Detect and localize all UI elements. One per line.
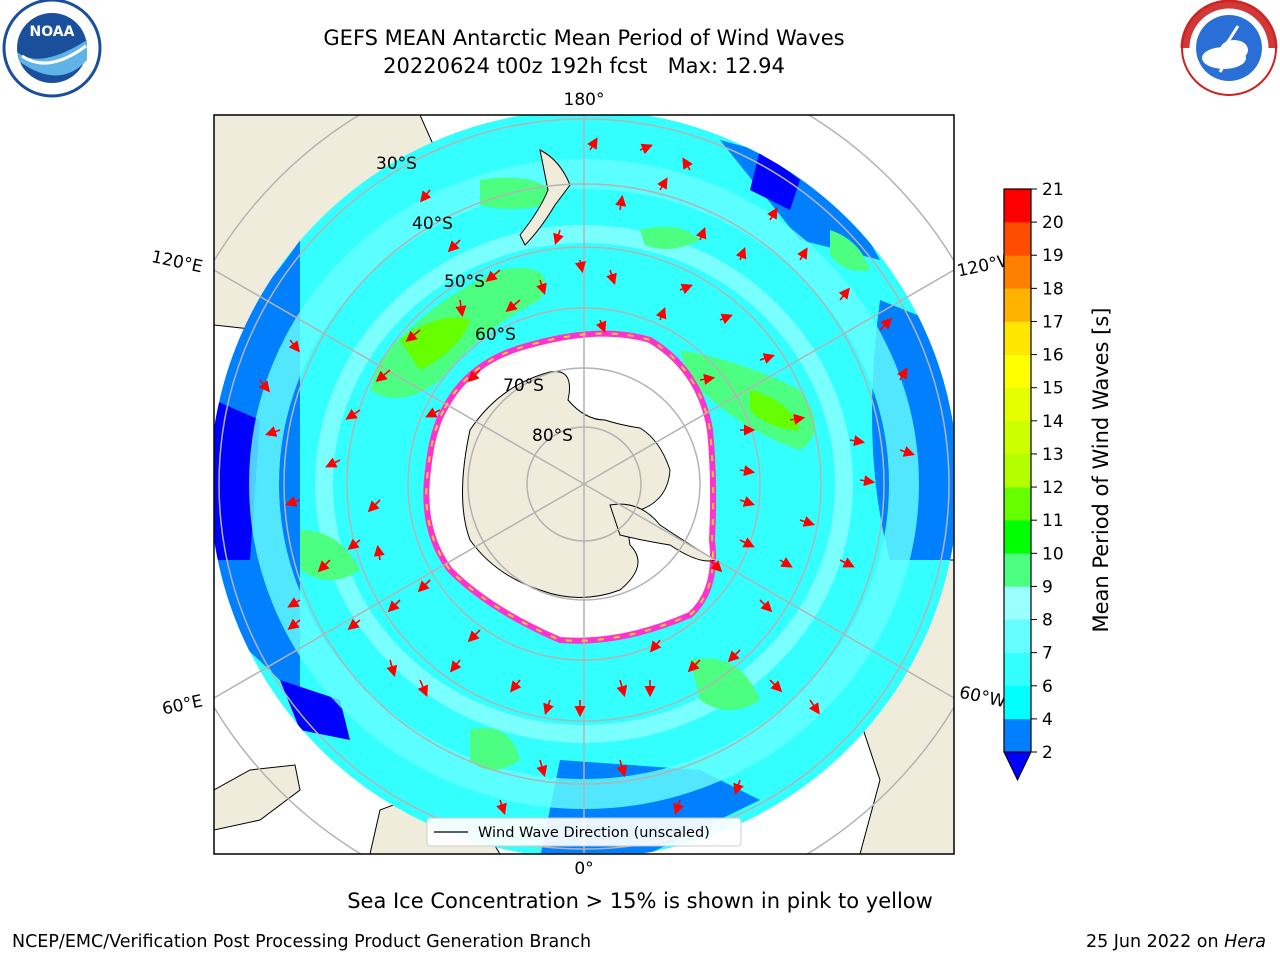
colorbar-block: [1004, 652, 1031, 687]
colorbar-tick-label: 20: [1042, 213, 1064, 233]
colorbar-tick-label: 9: [1042, 577, 1053, 597]
colorbar-tick-label: 13: [1042, 445, 1064, 465]
colorbar-tick-label: 11: [1042, 511, 1064, 531]
lat-label-60s: 60°S: [475, 325, 516, 345]
colorbar-block: [1004, 288, 1031, 322]
colorbar-tick-label: 12: [1042, 478, 1064, 498]
chart-subtitle: 20220624 t00z 192h fcst Max: 12.94: [383, 54, 785, 78]
colorbar-tick-label: 14: [1042, 412, 1064, 432]
colorbar-tick-label: 10: [1042, 544, 1064, 564]
noaa-logo-icon: NOAA: [2, 0, 102, 98]
colorbar-block: [1004, 685, 1031, 720]
lon-label-120e: 120°E: [150, 247, 205, 277]
colorbar-extend-arrow: [1003, 751, 1032, 782]
colorbar-block: [1004, 321, 1031, 355]
colorbar-tick-label: 8: [1042, 611, 1053, 631]
colorbar-block: [1004, 586, 1031, 620]
lat-label-50s: 50°S: [444, 272, 485, 292]
colorbar-tick-label: 19: [1042, 246, 1064, 266]
wind-wave-arrows: [258, 137, 916, 816]
colorbar-ticks: 2 4 6 7 8 9 10 11 12 13 14 15 16 17 18 19 20 21: [1031, 180, 1064, 763]
colorbar-block: [1004, 354, 1031, 389]
footer-date-text: 25 Jun 2022 on Hera: [1086, 932, 1266, 952]
colorbar-tick-label: 21: [1042, 180, 1064, 200]
colorbar-tick-label: 15: [1042, 379, 1064, 399]
antarctica-land: [462, 371, 671, 598]
footer-branch-text: NCEP/EMC/Verification Post Processing Pr…: [12, 932, 592, 952]
chart-title: GEFS MEAN Antarctic Mean Period of Wind …: [323, 26, 845, 50]
noaa-logo-text: NOAA: [30, 24, 75, 40]
colorbar: 2 4 6 7 8 9 10 11 12 13 14 15 16 17 18 19 20 21 Mean Peri…: [1003, 180, 1113, 782]
arrow-legend: Wind Wave Direction (unscaled): [426, 817, 742, 847]
colorbar-block: [1004, 718, 1031, 753]
footer-date: 25 Jun 2022 on: [1085, 932, 1225, 952]
colorbar-border: [1003, 188, 1032, 753]
lat-label-40s: 40°S: [412, 214, 453, 234]
colorbar-block: [1004, 553, 1031, 587]
colorbar-tick-label: 18: [1042, 279, 1064, 299]
lon-label-0: 0°: [574, 859, 593, 879]
colorbar-tick-label: 6: [1042, 677, 1053, 697]
new-zealand: [519, 149, 571, 246]
colorbar-tick-label: 4: [1042, 710, 1053, 730]
map-frame: [213, 114, 955, 855]
lat-label-30s: 30°S: [376, 154, 417, 174]
colorbar-block: [1004, 453, 1031, 488]
lat-label-80s: 80°S: [532, 426, 573, 446]
nws-logo-icon: [1180, 0, 1278, 96]
colorbar-block: [1004, 487, 1031, 521]
colorbar-block: [1004, 222, 1031, 256]
lon-label-180: 180°: [564, 90, 605, 110]
colorbar-block: [1004, 255, 1031, 289]
arrow-legend-label: Wind Wave Direction (unscaled): [478, 825, 710, 841]
colorbar-block: [1004, 387, 1031, 422]
graticule: [214, 115, 954, 854]
colorbar-block: [1004, 520, 1031, 554]
colorbar-tick-label: 17: [1042, 312, 1064, 332]
footer-machine: Hera: [1224, 932, 1266, 952]
colorbar-block: [1004, 189, 1031, 223]
colorbar-block: [1004, 619, 1031, 653]
colorbar-block: [1004, 420, 1031, 455]
colorbar-blocks: [1004, 189, 1031, 753]
colorbar-tick-label: 16: [1042, 346, 1064, 366]
colorbar-tick-label: 7: [1042, 644, 1053, 664]
lon-label-60e: 60°E: [160, 691, 204, 719]
colorbar-tick-label: 2: [1042, 743, 1053, 763]
sea-ice-caption: Sea Ice Concentration > 15% is shown in …: [347, 889, 933, 913]
lat-label-70s: 70°S: [503, 376, 544, 396]
colorbar-label: Mean Period of Wind Waves [s]: [1089, 308, 1113, 633]
